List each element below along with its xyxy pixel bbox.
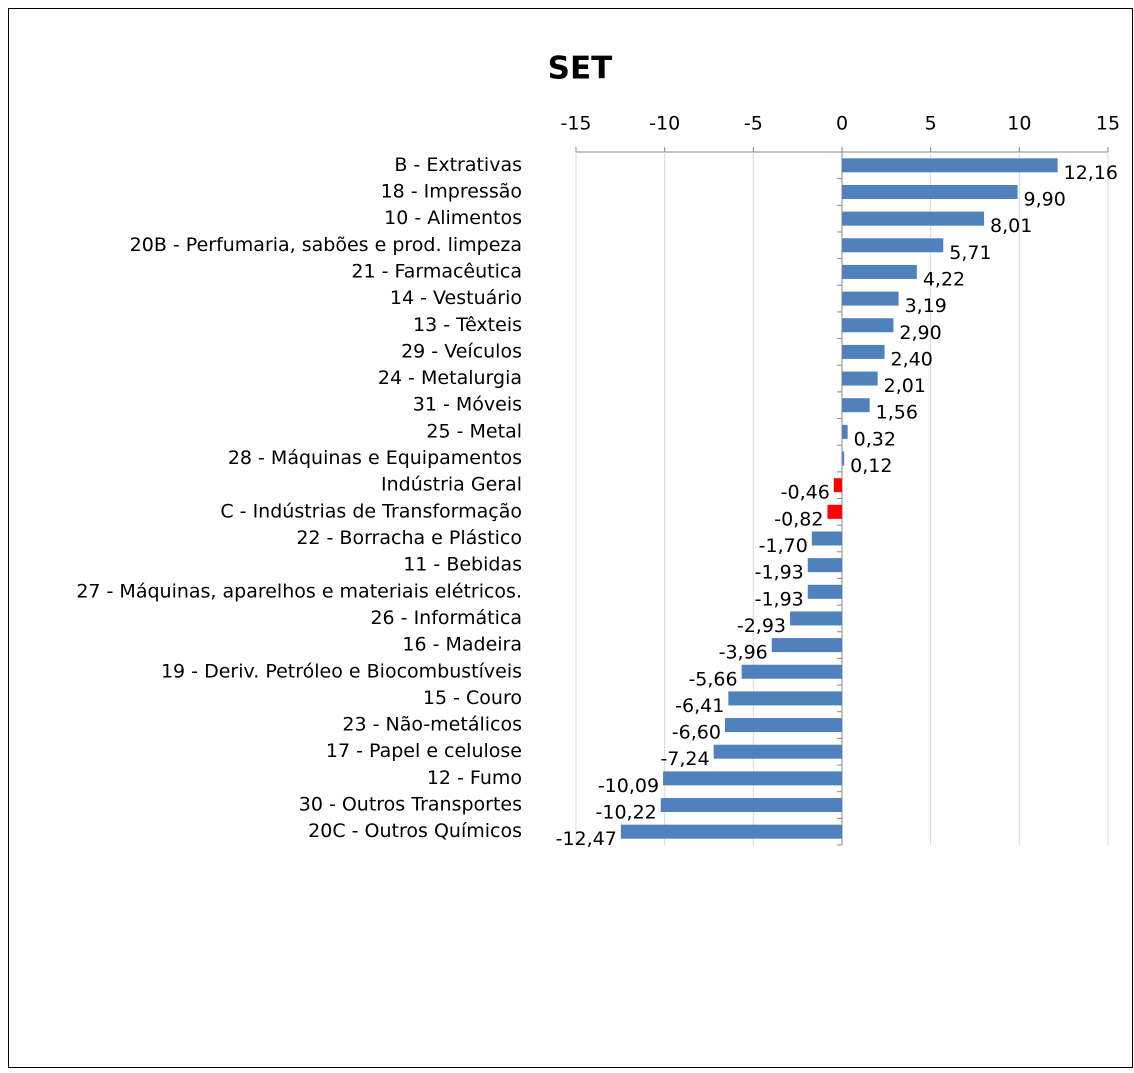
value-label: -7,24 [660, 748, 709, 770]
y-tick-label: 13 - Têxteis [413, 314, 522, 336]
y-tick-label: 16 - Madeira [402, 634, 522, 656]
y-tick-label: 15 - Couro [423, 687, 522, 709]
x-tick-label: -5 [744, 113, 763, 135]
value-label: 5,71 [949, 242, 991, 264]
y-tick-label: 17 - Papel e celulose [326, 740, 522, 762]
y-tick-label: 30 - Outros Transportes [299, 794, 522, 816]
bar [713, 744, 842, 759]
y-tick-label: 31 - Móveis [413, 394, 522, 416]
value-label: -2,93 [737, 615, 786, 637]
y-tick-label: 22 - Borracha e Plástico [296, 527, 522, 549]
y-tick-label: 24 - Metalurgia [378, 367, 522, 389]
y-tick-label: 14 - Vestuário [390, 287, 522, 309]
bar [620, 824, 842, 839]
bar [842, 264, 917, 279]
value-label: 2,40 [891, 348, 933, 370]
y-tick-label: 20B - Perfumaria, sabões e prod. limpeza [130, 234, 522, 256]
value-label: 12,16 [1064, 162, 1118, 184]
y-tick-label: 29 - Veículos [401, 340, 522, 362]
value-label: -1,93 [755, 588, 804, 610]
bar [663, 771, 842, 786]
y-tick-label: 20C - Outros Químicos [308, 820, 522, 842]
bar [842, 344, 885, 359]
x-tick-label: 5 [925, 113, 937, 135]
y-tick-label: 21 - Farmacêutica [351, 260, 522, 282]
bar [842, 318, 894, 333]
bar [842, 451, 845, 466]
value-label: 4,22 [923, 268, 965, 290]
y-tick-label: Indústria Geral [381, 474, 522, 496]
value-label: 2,90 [899, 322, 941, 344]
value-label: -0,46 [781, 482, 830, 504]
bar [728, 691, 842, 706]
bar [811, 531, 842, 546]
y-tick-label: 10 - Alimentos [384, 207, 522, 229]
bar [842, 371, 878, 386]
x-tick-label: 15 [1096, 113, 1120, 135]
y-tick-label: 19 - Deriv. Petróleo e Biocombustíveis [161, 660, 522, 682]
bar [842, 211, 985, 226]
bar [724, 718, 842, 733]
bar [807, 584, 842, 599]
value-label: 0,32 [854, 428, 896, 450]
bar [842, 158, 1058, 173]
chart-title: SET [548, 51, 613, 87]
value-label: -6,41 [675, 695, 724, 717]
value-label: 3,19 [905, 295, 947, 317]
bar [790, 611, 842, 626]
bar [833, 478, 842, 493]
x-tick-label: -10 [649, 113, 680, 135]
value-label: 9,90 [1024, 188, 1066, 210]
bar [842, 291, 899, 306]
value-label: 0,12 [850, 455, 892, 477]
value-label: 2,01 [884, 375, 926, 397]
bar [842, 184, 1018, 199]
value-label: 8,01 [990, 215, 1032, 237]
bar [842, 398, 870, 413]
bar [827, 504, 842, 519]
y-tick-label: C - Indústrias de Transformação [220, 500, 522, 522]
value-label: -12,47 [556, 828, 617, 850]
y-tick-label: 25 - Metal [426, 420, 522, 442]
y-tick-label: B - Extrativas [394, 154, 522, 176]
bar [842, 424, 848, 439]
value-label: -1,93 [755, 562, 804, 584]
y-tick-label: 26 - Informática [370, 607, 522, 629]
value-label: 1,56 [876, 402, 918, 424]
y-tick-label: 12 - Fumo [427, 767, 522, 789]
bar [842, 238, 944, 253]
y-tick-label: 23 - Não-metálicos [342, 714, 522, 736]
value-label: -1,70 [759, 535, 808, 557]
value-label: -0,82 [774, 508, 823, 530]
value-label: -10,09 [598, 775, 659, 797]
y-tick-label: 18 - Impressão [381, 180, 522, 202]
y-tick-label: 11 - Bebidas [403, 554, 522, 576]
bar [771, 638, 842, 653]
value-label: -3,96 [719, 642, 768, 664]
bar [741, 664, 842, 679]
x-tick-label: 0 [836, 113, 848, 135]
bar [807, 558, 842, 573]
bar [660, 798, 842, 813]
value-label: -6,60 [672, 722, 721, 744]
value-label: -10,22 [596, 802, 657, 824]
x-tick-label: 10 [1007, 113, 1031, 135]
y-tick-label: 28 - Máquinas e Equipamentos [228, 447, 522, 469]
value-label: -5,66 [688, 668, 737, 690]
y-tick-label: 27 - Máquinas, aparelhos e materiais elé… [76, 580, 522, 602]
x-tick-label: -15 [560, 113, 591, 135]
